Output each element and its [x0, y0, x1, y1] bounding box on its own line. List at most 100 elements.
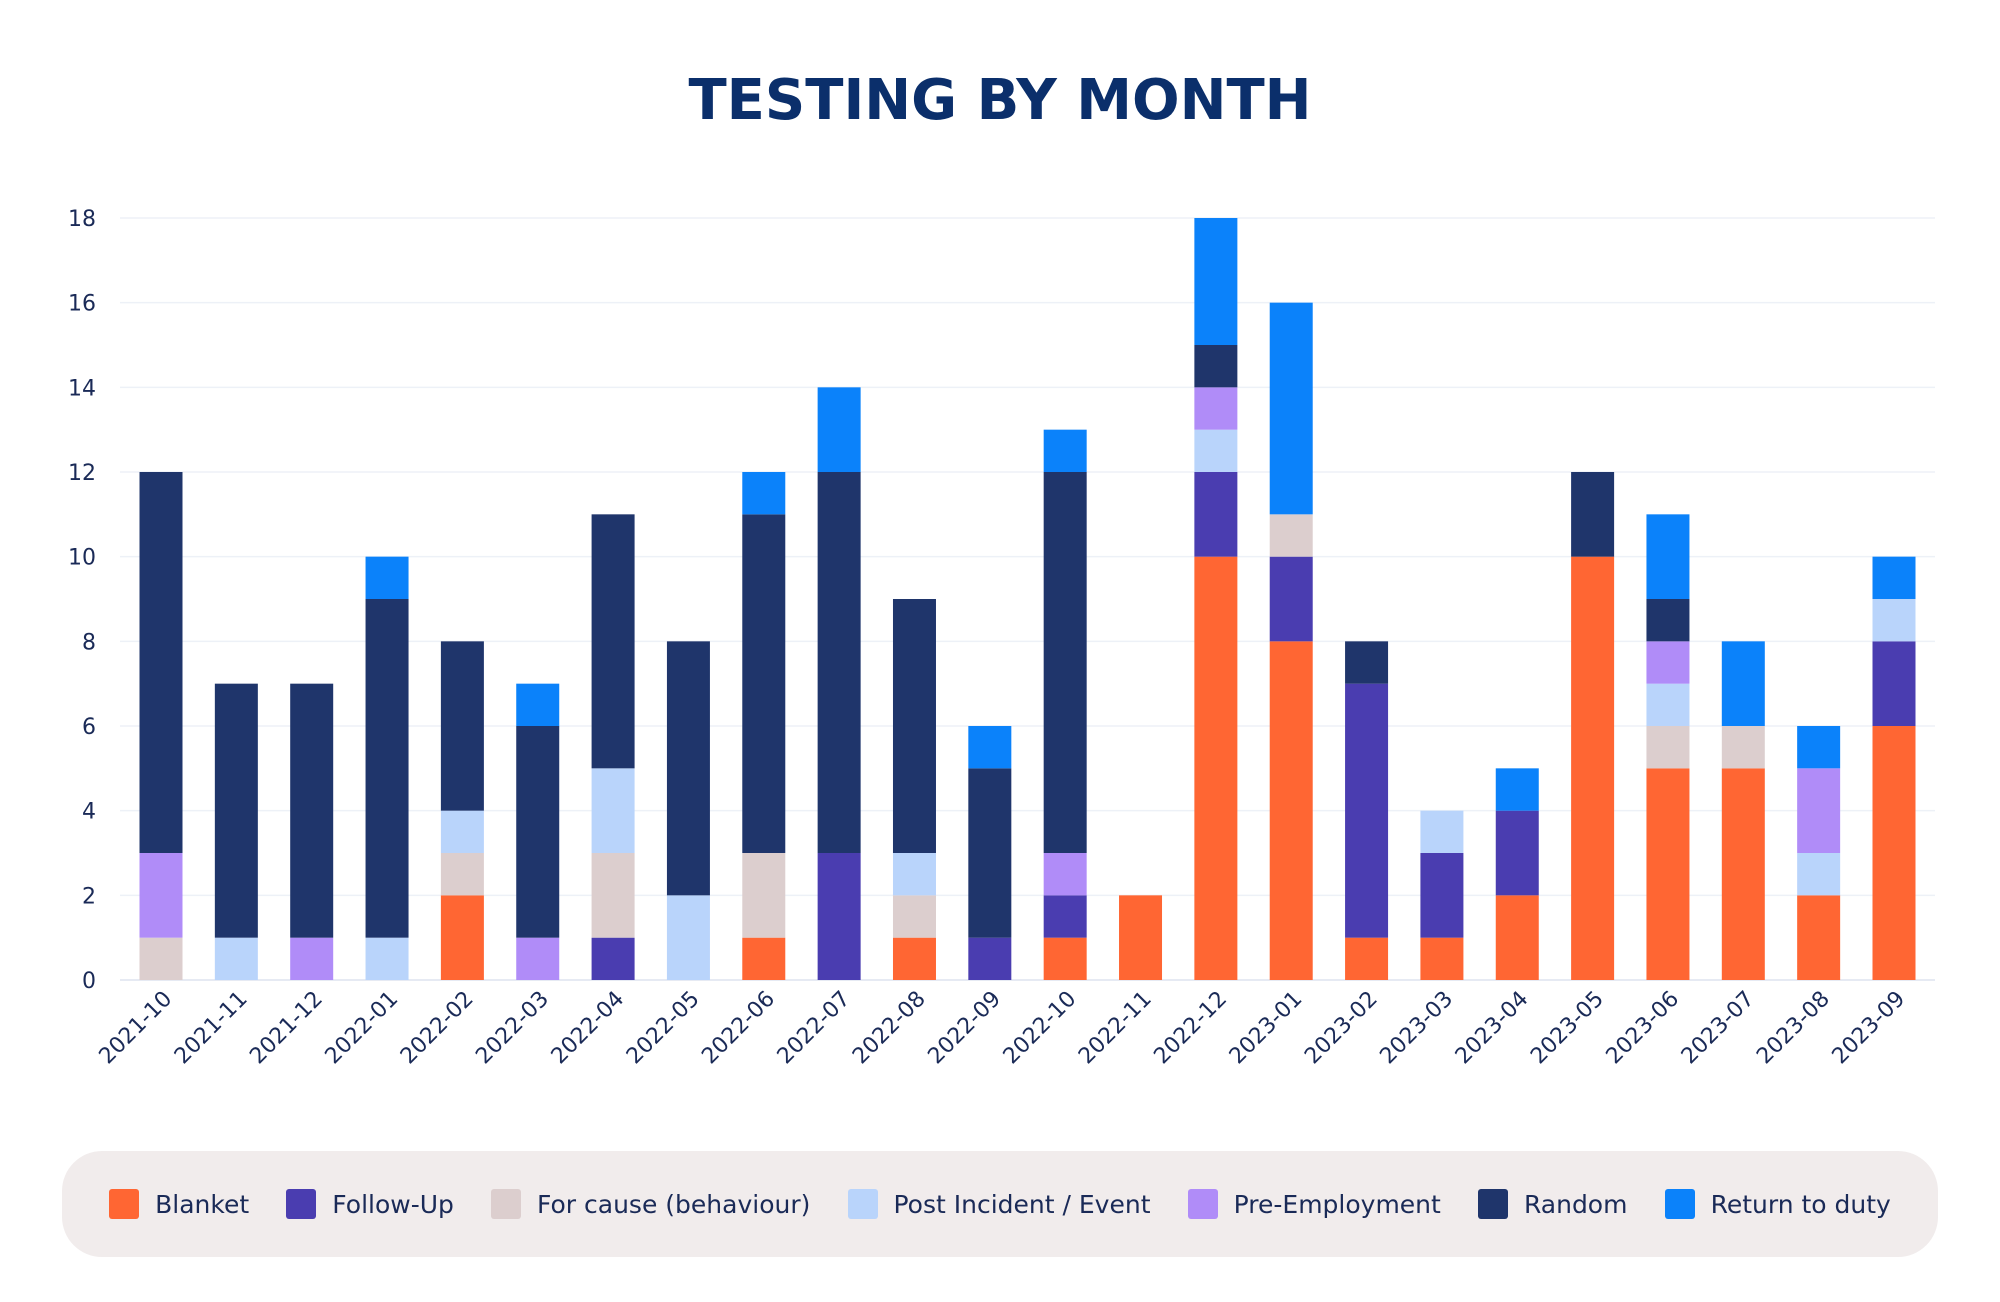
y-tick-label: 16	[68, 292, 96, 317]
bar-segment	[1646, 768, 1690, 980]
bar-segment	[892, 895, 936, 938]
bar-segment	[742, 472, 786, 515]
bar-segment	[1043, 853, 1087, 896]
bar-segment	[968, 726, 1012, 769]
legend-label: For cause (behaviour)	[537, 1189, 811, 1219]
bar-segment	[139, 472, 183, 853]
bar-segment	[290, 937, 334, 980]
legend-label: Random	[1523, 1189, 1628, 1219]
bar-segment	[1043, 429, 1087, 472]
legend: Blanket Follow-Up For cause (behaviour) Pos…	[62, 1151, 1938, 1257]
bar-segment	[1495, 768, 1539, 811]
bar-segment	[1269, 641, 1313, 980]
legend-item: Pre-Employment	[1187, 1189, 1441, 1219]
bar-segment	[1721, 641, 1765, 726]
x-tick-label: 2021-10	[95, 987, 178, 1070]
x-tick-label: 2023-01	[1225, 987, 1308, 1070]
bar-segment	[1646, 514, 1690, 599]
y-tick-label: 0	[82, 969, 96, 994]
bar-segment	[1269, 556, 1313, 642]
bar-segment	[365, 599, 409, 938]
bar-segment	[1194, 472, 1238, 557]
bar-segment	[1043, 472, 1087, 853]
legend-item: Return to duty	[1664, 1189, 1891, 1219]
legend-item: Random	[1477, 1189, 1628, 1219]
bar-segment	[1420, 810, 1464, 853]
x-tick-label: 2023-02	[1300, 987, 1383, 1070]
bar-segment	[440, 895, 484, 980]
y-tick-label: 10	[68, 546, 96, 571]
bar-segment	[1420, 853, 1464, 938]
y-tick-label: 18	[68, 207, 96, 232]
x-tick-label: 2021-12	[245, 987, 328, 1070]
legend-label: Blanket	[155, 1189, 250, 1219]
bar-segment	[591, 853, 635, 938]
x-tick-label: 2023-06	[1602, 987, 1685, 1070]
legend-label: Pre-Employment	[1233, 1189, 1441, 1219]
legend-label: Return to duty	[1710, 1189, 1891, 1219]
legend-swatch	[491, 1189, 522, 1219]
legend-swatch	[847, 1189, 878, 1219]
x-tick-label: 2022-06	[697, 987, 780, 1070]
x-tick-label: 2022-02	[396, 987, 479, 1070]
legend-item: Follow-Up	[286, 1189, 454, 1219]
bar-segment	[1043, 895, 1087, 938]
bar-segment	[1797, 726, 1841, 769]
bar-segment	[214, 683, 258, 938]
bar-segment	[1269, 514, 1313, 557]
y-tick-label: 14	[68, 376, 96, 401]
y-tick-label: 2	[82, 884, 96, 909]
bar-segment	[139, 853, 183, 938]
bar-segment	[1646, 683, 1690, 726]
bar-segment	[1721, 768, 1765, 980]
bar-segment	[666, 641, 710, 896]
bar-segment	[1872, 641, 1916, 726]
bar-segment	[1721, 726, 1765, 769]
bar-segment	[1872, 726, 1916, 980]
bar-segment	[817, 472, 861, 853]
bar-segment	[591, 768, 635, 853]
bar-segment	[516, 683, 560, 726]
bar-segment	[968, 768, 1012, 938]
bar-segment	[1345, 641, 1389, 684]
bar-segment	[1495, 810, 1539, 896]
y-axis-ticks: 0 2 4 6 8 10 12 14 16 18	[68, 207, 96, 994]
bar-segment	[968, 937, 1012, 980]
bar-segment	[591, 514, 635, 769]
x-tick-label: 2022-05	[622, 987, 705, 1070]
bar-segment	[516, 937, 560, 980]
bar-segment	[1646, 599, 1690, 642]
bar-segment	[1797, 895, 1841, 980]
y-tick-label: 4	[82, 800, 96, 825]
bar-segment	[892, 599, 936, 853]
gridlines	[120, 217, 1935, 981]
legend-label: Follow-Up	[332, 1189, 454, 1219]
x-tick-label: 2022-03	[471, 987, 554, 1070]
legend-item: Blanket	[109, 1189, 249, 1219]
y-tick-label: 6	[82, 715, 96, 740]
chart-title: TESTING BY MONTH	[688, 68, 1312, 133]
bar-segment	[1571, 472, 1615, 557]
x-tick-label: 2023-08	[1752, 987, 1835, 1070]
legend-swatch	[109, 1189, 140, 1219]
bars	[139, 218, 1916, 980]
bar-segment	[1571, 556, 1615, 980]
bar-segment	[440, 641, 484, 811]
bar-segment	[1194, 345, 1238, 388]
bar-segment	[1797, 853, 1841, 896]
bar-segment	[742, 937, 786, 980]
bar-segment	[817, 853, 861, 980]
bar-segment	[817, 387, 861, 472]
x-tick-label: 2022-08	[848, 987, 931, 1070]
x-tick-label: 2022-10	[999, 987, 1082, 1070]
bar-segment	[742, 853, 786, 938]
legend-swatch	[1664, 1189, 1695, 1219]
bar-segment	[365, 937, 409, 980]
x-axis-ticks: 2021-102021-112021-122022-012022-022022-…	[95, 987, 1911, 1070]
bar-segment	[1345, 683, 1389, 938]
bar-segment	[1194, 387, 1238, 430]
bar-segment	[1797, 768, 1841, 853]
bar-segment	[1194, 429, 1238, 472]
x-tick-label: 2022-09	[923, 987, 1006, 1070]
